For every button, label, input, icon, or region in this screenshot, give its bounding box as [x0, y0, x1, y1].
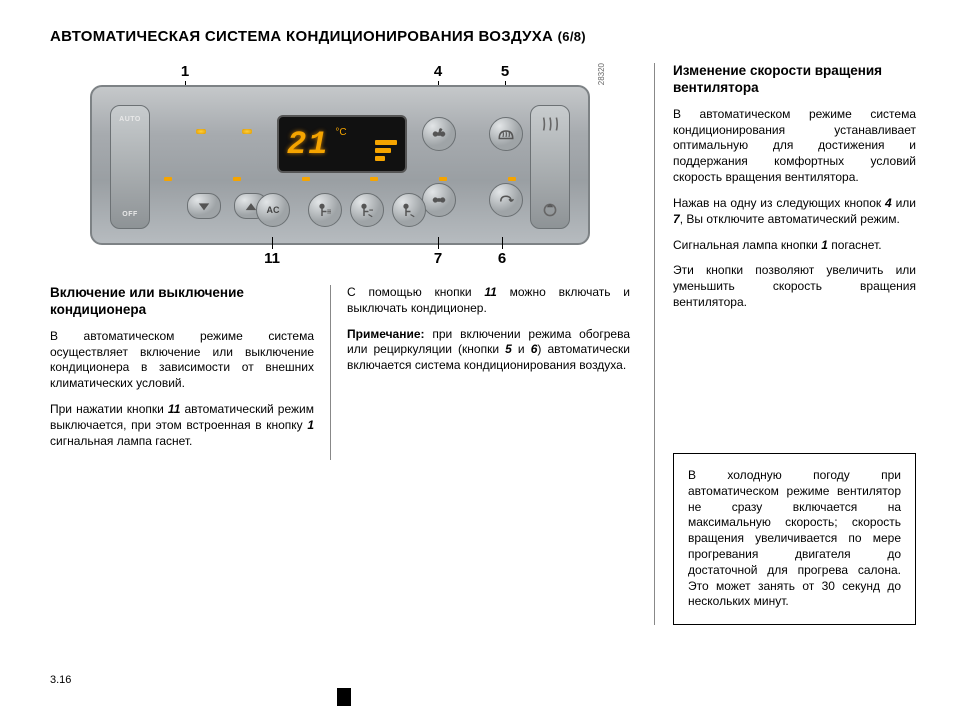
defrost-icon	[497, 125, 515, 143]
recirc-button[interactable]	[489, 183, 523, 217]
recirc-icon	[497, 191, 515, 209]
indicator-led	[242, 129, 252, 134]
page-title: АВТОМАТИЧЕСКАЯ СИСТЕМА КОНДИЦИОНИРОВАНИЯ…	[50, 28, 916, 45]
title-sub: (6/8)	[558, 29, 586, 44]
airflow-feet-icon	[400, 201, 418, 219]
indicator-strip	[164, 179, 516, 181]
callouts-bottom: 11 7 6	[90, 245, 590, 267]
col1-p1: В автоматическом режиме система осуществ…	[50, 329, 314, 392]
left-column-wrap: 1 4 5 AUTO OFF 21 °C	[50, 63, 630, 625]
climate-panel-figure: 1 4 5 AUTO OFF 21 °C	[90, 63, 590, 267]
right-column: Изменение скорости вращения вентилятора …	[654, 63, 916, 625]
temp-value: 21	[287, 126, 329, 163]
airflow-mode2-button[interactable]	[350, 193, 384, 227]
arrow-down-icon	[195, 197, 213, 215]
callout-5: 5	[495, 63, 515, 80]
note-box: В холодную погоду при автоматическом реж…	[673, 453, 916, 625]
indicator-led	[196, 129, 206, 134]
lcd-display: 21 °C	[277, 115, 407, 173]
right-p1: В автоматическом режиме система кондицио…	[673, 107, 916, 186]
recirc-down-icon	[540, 202, 560, 218]
footer-mark	[337, 688, 351, 706]
note-text: В холодную погоду при автоматическом реж…	[688, 468, 901, 610]
fan-down-button[interactable]	[422, 183, 456, 217]
col2-p2: Примечание: при включении режима обогрев…	[347, 327, 630, 374]
temp-down-button[interactable]	[187, 193, 221, 219]
defrost-button[interactable]	[489, 117, 523, 151]
right-p3: Сигнальная лампа кнопки 1 погаснет.	[673, 238, 916, 254]
col1-heading: Включение или выключение кондиционера	[50, 285, 314, 319]
column-1: Включение или выключение кондиционера В …	[50, 285, 330, 460]
fan-icon	[430, 191, 448, 209]
fan-icon	[430, 125, 448, 143]
callout-1: 1	[175, 63, 195, 80]
page-number: 3.16	[50, 674, 71, 686]
temp-unit: °C	[335, 127, 346, 138]
text-columns: Включение или выключение кондиционера В …	[50, 285, 630, 460]
ac-label: AC	[267, 205, 280, 215]
defrost-arrows-icon	[540, 116, 560, 132]
airflow-mode3-button[interactable]	[392, 193, 426, 227]
callout-7: 7	[428, 250, 448, 267]
callout-6: 6	[492, 250, 512, 267]
callout-4: 4	[428, 63, 448, 80]
callouts-top: 1 4 5	[90, 63, 590, 85]
col2-p1: С помощью кнопки 11 можно включать и вык…	[347, 285, 630, 317]
callout-11: 11	[262, 250, 282, 267]
climate-panel: AUTO OFF 21 °C	[90, 85, 590, 245]
airflow-face-icon	[316, 201, 334, 219]
right-p4: Эти кнопки позволяют увеличить или умень…	[673, 263, 916, 310]
auto-off-rocker[interactable]: AUTO OFF	[110, 105, 150, 229]
rocker-off-label: OFF	[122, 211, 138, 218]
right-rocker[interactable]	[530, 105, 570, 229]
fan-up-button[interactable]	[422, 117, 456, 151]
rocker-auto-label: AUTO	[119, 116, 141, 123]
title-main: АВТОМАТИЧЕСКАЯ СИСТЕМА КОНДИЦИОНИРОВАНИЯ…	[50, 28, 553, 45]
airflow-mixed-icon	[358, 201, 376, 219]
column-2: С помощью кнопки 11 можно включать и вык…	[330, 285, 630, 460]
main-content: 1 4 5 AUTO OFF 21 °C	[50, 63, 916, 625]
right-p2: Нажав на одну из следующих кнопок 4 или …	[673, 196, 916, 228]
fan-bars-icon	[375, 140, 397, 161]
ac-button[interactable]: AC	[256, 193, 290, 227]
col1-p2: При нажатии кнопки 11 автоматический реж…	[50, 402, 314, 449]
image-id: 28320	[597, 63, 606, 85]
airflow-mode1-button[interactable]	[308, 193, 342, 227]
right-heading: Изменение скорости вращения вентилятора	[673, 63, 916, 97]
